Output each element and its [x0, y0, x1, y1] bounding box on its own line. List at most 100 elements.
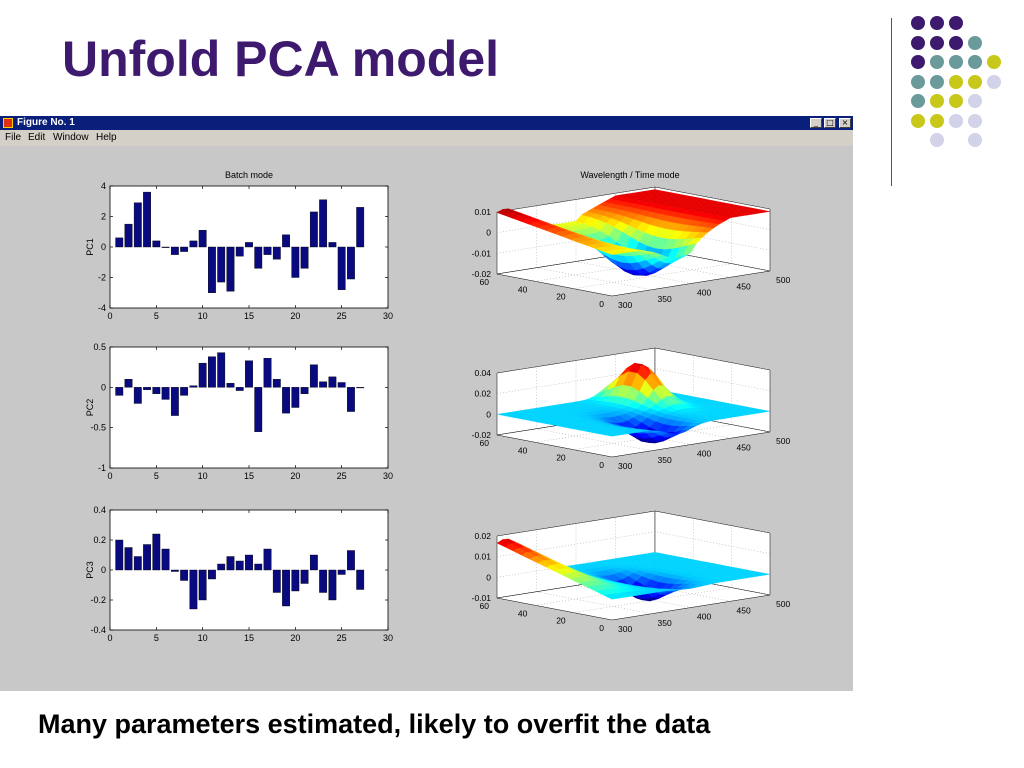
menu-file[interactable]: File — [5, 132, 22, 143]
x-tick-label: 0 — [107, 311, 112, 321]
maximize-button[interactable]: □ — [824, 118, 836, 128]
x-tick-label: 25 — [337, 633, 347, 643]
bar — [143, 544, 151, 571]
x-tick-label: 300 — [618, 300, 632, 310]
decor-dot — [911, 74, 925, 89]
grid-line — [496, 186, 771, 213]
decor-dot — [968, 94, 982, 108]
bar — [347, 387, 355, 412]
slide-caption: Many parameters estimated, likely to ove… — [38, 709, 711, 739]
decor-dot — [911, 16, 925, 30]
bar — [254, 387, 263, 432]
grid-line — [496, 368, 771, 394]
bar — [282, 569, 290, 607]
matlab-app-icon — [3, 118, 13, 128]
bar — [319, 199, 328, 248]
bar — [282, 234, 290, 248]
x-tick-label: 20 — [290, 311, 300, 321]
y-tick-label: 0.2 — [93, 535, 106, 545]
bar — [180, 569, 189, 581]
y-tick-label: 40 — [518, 284, 528, 294]
bar — [133, 387, 142, 404]
bar — [180, 246, 189, 252]
menu-window[interactable]: Window — [53, 132, 89, 143]
decor-dot — [949, 35, 963, 50]
decor-dot — [949, 94, 963, 108]
window-title: Figure No. 1 — [17, 117, 75, 128]
x-tick-label: 5 — [154, 633, 159, 643]
bar — [133, 202, 142, 248]
figure-window: Figure No. 1 _ □ × File Edit Window Help… — [0, 116, 853, 691]
bar — [263, 358, 272, 388]
bar — [235, 560, 244, 571]
x-tick-label: 400 — [697, 449, 711, 459]
menu-help[interactable]: Help — [96, 132, 117, 143]
bar — [133, 556, 142, 571]
bar — [208, 246, 216, 293]
bar — [356, 207, 365, 248]
bar — [328, 376, 337, 388]
bar — [347, 550, 355, 571]
bar — [226, 556, 235, 571]
y-tick-label: 0 — [599, 460, 604, 470]
y-tick-label: -0.4 — [90, 625, 106, 635]
decor-dot — [930, 113, 944, 128]
decor-dot — [911, 113, 925, 128]
decor-dot — [911, 94, 925, 108]
close-button[interactable]: × — [839, 118, 851, 128]
y-tick-label: 40 — [518, 445, 528, 455]
y-tick-label: 4 — [101, 181, 106, 191]
y-tick-label: 60 — [480, 277, 490, 287]
x-tick-label: 15 — [244, 311, 254, 321]
decor-dot — [930, 94, 944, 108]
bar — [337, 382, 346, 388]
bar — [143, 387, 151, 390]
bar — [356, 569, 365, 590]
bar — [161, 387, 170, 400]
bar — [291, 569, 300, 592]
grid-line — [575, 199, 692, 284]
y-tick-label: -2 — [98, 273, 106, 283]
x-tick-label: 10 — [198, 471, 208, 481]
bar — [300, 569, 309, 584]
bar — [161, 548, 170, 571]
menu-edit[interactable]: Edit — [28, 132, 46, 143]
decor-dot — [930, 35, 944, 50]
x-tick-label: 500 — [776, 436, 790, 446]
bar — [254, 563, 263, 571]
grid-line — [573, 201, 732, 289]
bar — [217, 563, 226, 571]
window-titlebar[interactable]: Figure No. 1 _ □ × — [0, 116, 853, 130]
decorative-divider — [891, 18, 892, 186]
surface-patch — [756, 572, 771, 576]
bar — [161, 246, 170, 248]
x-tick-label: 350 — [658, 294, 672, 304]
bar — [272, 246, 281, 260]
bar — [245, 554, 253, 571]
bar — [143, 191, 151, 248]
y-tick-label: 0 — [101, 242, 106, 252]
z-tick-label: 0 — [486, 409, 491, 419]
y-tick-label: 20 — [556, 453, 566, 463]
grid-line — [496, 347, 771, 374]
bar — [328, 569, 337, 601]
bar — [198, 362, 207, 388]
decor-dot — [930, 133, 944, 147]
x-tick-label: 450 — [737, 281, 751, 291]
z-tick-label: -0.01 — [472, 248, 492, 258]
y-tick-label: 0 — [101, 382, 106, 392]
bar — [180, 387, 189, 396]
grid-line — [573, 362, 732, 450]
decor-dot — [987, 55, 1001, 69]
x-tick-label: 300 — [618, 461, 632, 471]
surface-mesh — [496, 189, 771, 276]
bar — [319, 569, 328, 593]
x-tick-label: 500 — [776, 599, 790, 609]
z-tick-label: 0.02 — [474, 531, 491, 541]
bar — [152, 387, 161, 394]
y-tick-label: -0.5 — [90, 423, 106, 433]
bar — [263, 548, 272, 571]
decor-dot — [911, 35, 925, 50]
minimize-button[interactable]: _ — [810, 118, 822, 128]
chart-title: Batch mode — [225, 170, 273, 180]
